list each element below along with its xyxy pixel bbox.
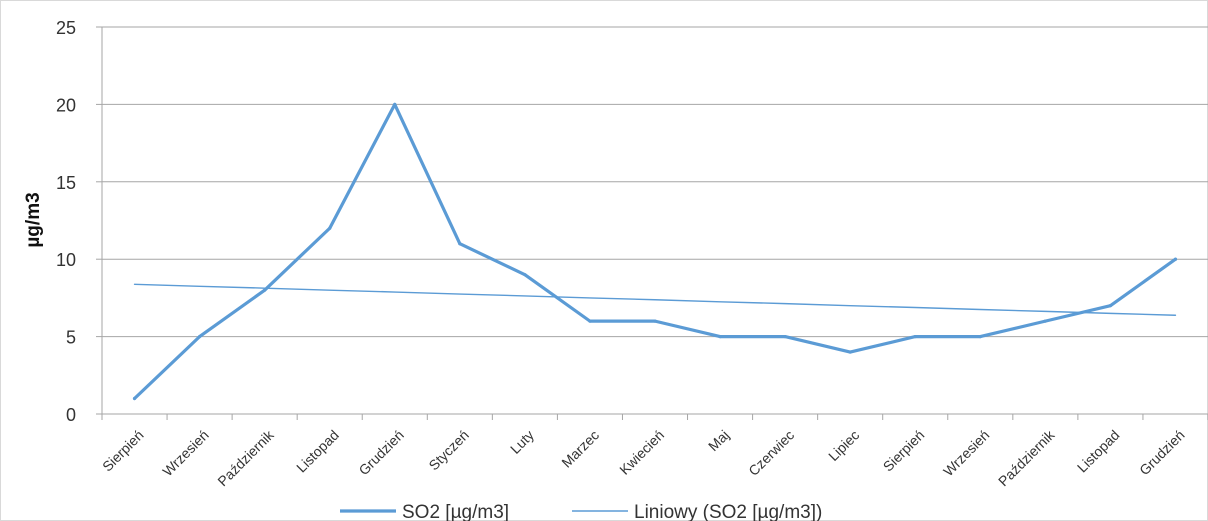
x-tick-label: Lipiec: [825, 427, 862, 464]
x-tick-label: Wrzesień: [940, 427, 992, 479]
data-point: [978, 335, 982, 339]
x-tick-label: Listopad: [293, 427, 342, 476]
x-tick-label: Listopad: [1074, 427, 1123, 476]
data-point: [718, 335, 722, 339]
x-tick-label: Wrzesień: [159, 427, 211, 479]
x-tick-label: Październik: [995, 426, 1058, 489]
y-tick-label: 20: [56, 95, 76, 115]
y-tick-label: 10: [56, 250, 76, 270]
x-tick-label: Sierpień: [880, 427, 928, 475]
gridlines: [102, 26, 1208, 415]
data-point: [132, 396, 137, 401]
y-tick-label: 15: [56, 173, 76, 193]
data-point: [848, 350, 852, 354]
x-tick-label: Kwiecień: [616, 427, 667, 478]
data-point: [913, 335, 917, 339]
data-point: [393, 102, 397, 106]
y-tick-label: 5: [66, 328, 76, 348]
x-axis: [101, 414, 1208, 420]
data-point: [458, 242, 462, 246]
x-axis-ticks: Sierpień Wrzesień Październik Listopad Grudz…: [99, 426, 1188, 489]
x-tick-label: Październik: [214, 426, 277, 489]
data-point: [1108, 304, 1113, 308]
data-point: [197, 335, 202, 339]
data-point: [263, 288, 267, 292]
data-point: [1043, 319, 1047, 323]
data-point: [588, 319, 592, 323]
legend: SO2 [µg/m3] Liniowy (SO2 [µg/m3]): [340, 502, 822, 521]
y-tick-label: 0: [66, 405, 76, 425]
series-group: [132, 102, 1178, 401]
data-point: [653, 319, 657, 323]
trendline-series-line: [133, 283, 1177, 316]
data-point: [1173, 257, 1178, 261]
data-point: [523, 273, 527, 277]
data-point: [328, 226, 332, 230]
x-tick-label: Sierpień: [99, 427, 147, 475]
y-axis-ticks: 0 5 10 15 20 25: [56, 18, 103, 425]
x-tick-label: Styczeń: [425, 427, 472, 474]
x-tick-label: Grudzień: [355, 427, 406, 478]
x-tick-label: Czerwiec: [745, 427, 797, 479]
x-tick-label: Luty: [507, 427, 537, 457]
y-axis-title: µg/m3: [23, 192, 44, 247]
x-tick-label: Marzec: [558, 427, 602, 471]
x-tick-label: Grudzień: [1136, 427, 1187, 478]
legend-label-so2: SO2 [µg/m3]: [402, 502, 509, 521]
y-tick-label: 25: [56, 18, 76, 38]
x-tick-label: Maj: [705, 427, 732, 454]
data-point: [783, 335, 787, 339]
so2-series-line: [132, 102, 1178, 401]
legend-label-trendline: Liniowy (SO2 [µg/m3]): [634, 502, 822, 521]
